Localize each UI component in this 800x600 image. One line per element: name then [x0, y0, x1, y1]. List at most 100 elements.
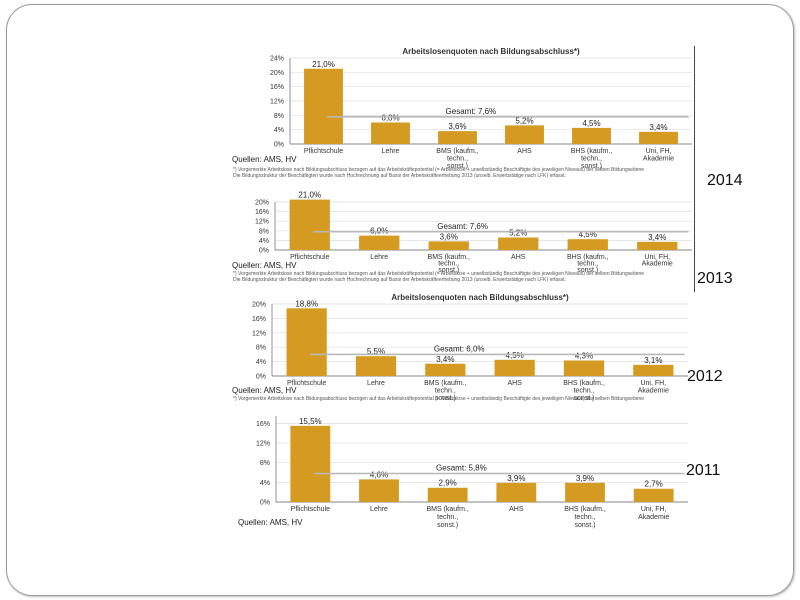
- gesamt-label: Gesamt: 5,8%: [436, 463, 487, 472]
- data-label: 5,2%: [515, 116, 533, 125]
- category-label: AHS: [507, 380, 522, 387]
- data-label: 3,4%: [436, 355, 454, 364]
- source-label-2012: Quellen: AMS, HV: [232, 386, 297, 395]
- bar: [572, 127, 611, 144]
- bar: [498, 237, 539, 250]
- category-label: Pflichtschule: [304, 148, 343, 155]
- bar: [359, 235, 400, 250]
- data-label: 21,0%: [298, 191, 321, 200]
- chart-title: Arbeitslosenquoten nach Bildungsabschlus…: [391, 293, 569, 302]
- data-label: 5,5%: [367, 347, 385, 356]
- data-label: 3,9%: [507, 474, 525, 483]
- y-tick-label: 0%: [274, 142, 284, 149]
- category-label: Pflichtschule: [287, 380, 326, 387]
- bar: [438, 131, 477, 144]
- category-label: BMS (kaufm., techn., sonst.): [424, 380, 466, 402]
- category-label: Uni, FH, Akademie: [643, 148, 674, 163]
- y-tick-label: 0%: [259, 248, 269, 255]
- data-label: 3,9%: [576, 474, 594, 483]
- bar: [637, 241, 678, 250]
- y-tick-label: 20%: [255, 200, 269, 207]
- bar: [496, 482, 537, 502]
- bar: [355, 356, 397, 376]
- bar: [563, 360, 605, 376]
- chart-2014: Arbeitslosenquoten nach Bildungsabschlus…: [270, 47, 692, 170]
- bar: [286, 308, 327, 376]
- category-label: Uni, FH, Akademie: [642, 254, 673, 268]
- year-label-2011: 2011: [686, 462, 721, 479]
- data-label: 3,4%: [649, 123, 667, 132]
- chart-2011: 0% 4% 8% 12% 16% 15,5% Pflichtschule 4,6% Lehre 2…: [256, 416, 688, 529]
- source-label-2013: Quellen: AMS, HV: [232, 261, 297, 270]
- y-tick-label: 12%: [255, 219, 269, 226]
- y-tick-label: 0%: [256, 374, 266, 381]
- data-label: 2,9%: [439, 479, 457, 488]
- data-label: 21,0%: [312, 60, 335, 69]
- y-tick-label: 0%: [260, 500, 270, 507]
- bar: [494, 359, 535, 376]
- data-label: 3,1%: [644, 356, 662, 365]
- gesamt-label: Gesamt: 7,6%: [446, 107, 497, 116]
- bar: [427, 487, 468, 502]
- data-label: 3,4%: [648, 233, 666, 242]
- bar: [290, 425, 331, 502]
- y-tick-label: 20%: [252, 302, 266, 309]
- year-label-2012: 2012: [687, 368, 723, 385]
- category-label: AHS: [511, 254, 526, 261]
- chart-title: Arbeitslosenquoten nach Bildungsabschlus…: [402, 47, 580, 56]
- chart-2013: 0%4%8%12%16%20%21,0%Pflichtschule6,0%Leh…: [255, 191, 692, 274]
- footnote-line: *) Vorgemerkte Arbeitslose nach Bildungs…: [233, 167, 645, 173]
- category-label: BMS (kaufm., techn., sonst.): [426, 506, 468, 529]
- gesamt-label: Gesamt: 6,0%: [434, 344, 485, 353]
- y-tick-label: 4%: [256, 359, 266, 366]
- data-label: 3,6%: [440, 232, 458, 241]
- bar: [633, 488, 674, 502]
- data-label: 4,6%: [370, 470, 388, 479]
- y-tick-label: 4%: [274, 127, 284, 134]
- category-label: Pflichtschule: [290, 254, 329, 261]
- category-label: Lehre: [382, 148, 400, 155]
- bar: [359, 479, 399, 502]
- bar: [565, 482, 605, 502]
- y-tick-label: 4%: [260, 480, 270, 487]
- category-label: BHS (kaufm., techn., sonst.): [567, 254, 609, 274]
- bar: [633, 364, 674, 376]
- data-label: 4,5%: [579, 230, 597, 239]
- category-label: BMS (kaufm., techn., sonst.): [436, 148, 478, 170]
- footnote-line: *) Vorgemerkte Arbeitslose nach Bildungs…: [233, 271, 645, 277]
- category-label: BHS (kaufm., techn., sonst.): [571, 148, 613, 170]
- y-tick-label: 8%: [259, 228, 269, 235]
- data-label: 2,7%: [645, 480, 663, 489]
- y-tick-label: 12%: [256, 441, 270, 448]
- y-tick-label: 4%: [259, 238, 269, 245]
- source-label-2014: Quellen: AMS, HV: [232, 155, 297, 164]
- bar: [289, 199, 330, 250]
- bar: [371, 122, 410, 144]
- y-tick-label: 16%: [270, 84, 284, 91]
- data-label: 4,5%: [506, 351, 524, 360]
- category-label: Lehre: [370, 506, 388, 513]
- data-label: 5,2%: [509, 229, 527, 238]
- data-label: 6,0%: [381, 114, 399, 123]
- data-label: 18,8%: [295, 299, 318, 308]
- gesamt-label: Gesamt: 7,6%: [437, 222, 488, 231]
- y-tick-label: 8%: [274, 113, 284, 120]
- bar: [567, 239, 608, 250]
- category-label: AHS: [509, 506, 524, 513]
- category-label: Lehre: [367, 380, 385, 387]
- year-label-2014: 2014: [707, 172, 743, 189]
- bar: [428, 241, 469, 250]
- bar: [639, 131, 678, 144]
- y-tick-label: 8%: [256, 345, 266, 352]
- y-tick-label: 20%: [270, 70, 284, 77]
- footnote-2013: *) Vorgemerkte Arbeitslose nach Bildungs…: [233, 271, 683, 283]
- y-tick-label: 24%: [270, 56, 284, 63]
- y-tick-label: 12%: [252, 330, 266, 337]
- y-tick-label: 16%: [256, 421, 270, 428]
- footnote-2012: *) Vorgemerkte Arbeitslose nach Bildungs…: [233, 396, 683, 402]
- category-label: Uni, FH, Akademie: [638, 506, 669, 521]
- chart-2012: Arbeitslosenquoten nach Bildungsabschlus…: [252, 293, 688, 402]
- source-label-2011: Quellen: AMS, HV: [238, 518, 303, 527]
- y-tick-label: 16%: [252, 316, 266, 323]
- footnote-line: *) Vorgemerkte Arbeitslose nach Bildungs…: [233, 396, 645, 402]
